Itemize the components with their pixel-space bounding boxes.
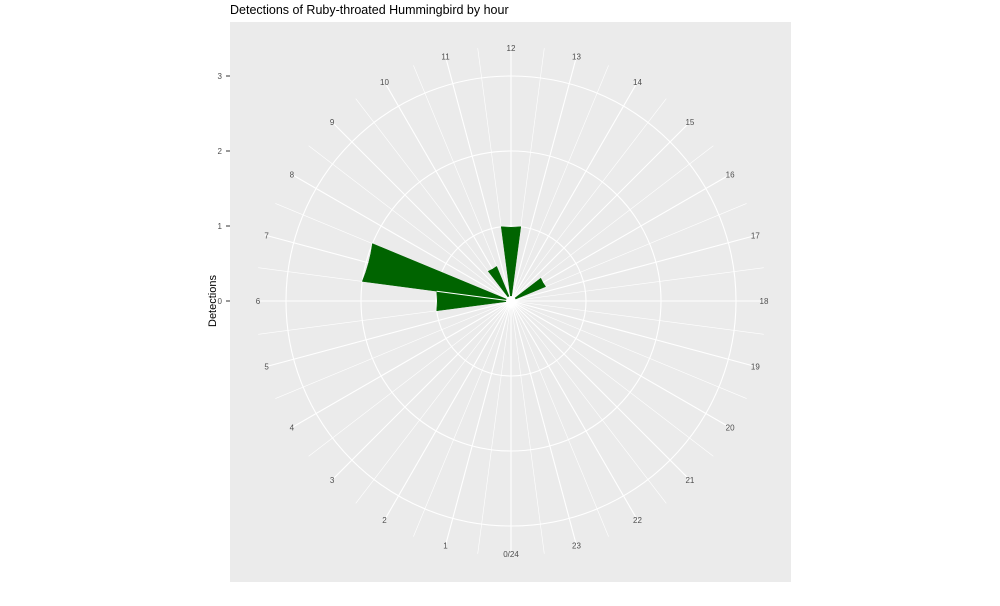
grid-circle bbox=[360, 150, 662, 452]
bar-wedge bbox=[510, 277, 547, 302]
minor-spoke bbox=[355, 300, 512, 504]
y-axis-title: Detections bbox=[207, 275, 219, 327]
hour-label: 14 bbox=[633, 78, 642, 87]
minor-spoke bbox=[510, 300, 714, 457]
minor-spoke bbox=[510, 98, 667, 302]
hour-label: 21 bbox=[685, 476, 694, 485]
center-dot bbox=[506, 296, 516, 306]
major-spoke bbox=[510, 300, 692, 482]
major-spoke bbox=[444, 300, 512, 548]
chart-title: Detections of Ruby-throated Hummingbird … bbox=[230, 3, 509, 17]
major-spoke bbox=[330, 300, 512, 482]
minor-spoke bbox=[510, 300, 609, 537]
bar-wedge bbox=[361, 243, 512, 302]
major-spoke bbox=[289, 173, 512, 302]
hour-label: 11 bbox=[441, 53, 450, 62]
major-spoke bbox=[510, 79, 639, 302]
minor-spoke bbox=[477, 300, 512, 554]
major-spoke bbox=[383, 300, 512, 523]
major-spoke bbox=[510, 300, 639, 523]
hour-label: 6 bbox=[256, 297, 261, 306]
major-spoke bbox=[289, 300, 512, 429]
major-spoke bbox=[510, 54, 578, 302]
minor-spoke bbox=[355, 98, 512, 302]
major-spoke bbox=[510, 234, 758, 302]
hour-label: 22 bbox=[633, 516, 642, 525]
minor-spoke bbox=[413, 300, 512, 537]
bar-separator bbox=[436, 290, 512, 302]
hour-label: 5 bbox=[264, 362, 269, 371]
minor-spoke bbox=[308, 300, 512, 457]
major-spoke bbox=[444, 54, 512, 302]
y-tick-label: 0 bbox=[218, 297, 223, 306]
grid-circle bbox=[285, 75, 737, 527]
y-tick-label: 3 bbox=[218, 72, 223, 81]
hour-label: 18 bbox=[760, 297, 769, 306]
minor-spoke bbox=[510, 300, 545, 554]
bar-wedge bbox=[487, 265, 512, 302]
minor-spoke bbox=[413, 65, 512, 302]
hour-label: 20 bbox=[726, 424, 735, 433]
major-spoke bbox=[510, 300, 578, 548]
hour-label: 9 bbox=[330, 118, 335, 127]
major-spoke bbox=[383, 79, 512, 302]
minor-spoke bbox=[510, 145, 714, 302]
hour-label: 8 bbox=[290, 171, 295, 180]
major-spoke bbox=[510, 120, 692, 302]
hour-label: 12 bbox=[507, 44, 516, 53]
hour-label: 23 bbox=[572, 541, 581, 550]
minor-spoke bbox=[510, 267, 764, 302]
hour-label: 16 bbox=[726, 171, 735, 180]
hour-label: 7 bbox=[264, 232, 269, 241]
hour-label: 19 bbox=[751, 362, 760, 371]
major-spoke bbox=[510, 173, 733, 302]
hour-label: 10 bbox=[380, 78, 389, 87]
bar-wedge bbox=[500, 226, 522, 302]
major-spoke bbox=[264, 300, 512, 368]
y-tick-label: 2 bbox=[218, 147, 223, 156]
minor-spoke bbox=[510, 300, 747, 399]
hour-label: 15 bbox=[685, 118, 694, 127]
minor-spoke bbox=[308, 145, 512, 302]
minor-spoke bbox=[510, 300, 764, 335]
minor-spoke bbox=[510, 300, 667, 504]
hour-label: 4 bbox=[290, 424, 295, 433]
hour-label: 0/24 bbox=[503, 550, 519, 559]
hour-label: 3 bbox=[330, 476, 335, 485]
minor-spoke bbox=[510, 65, 609, 302]
hour-label: 13 bbox=[572, 53, 581, 62]
hour-label: 2 bbox=[382, 516, 387, 525]
hour-label: 1 bbox=[443, 541, 448, 550]
minor-spoke bbox=[275, 300, 512, 399]
minor-spoke bbox=[510, 203, 747, 302]
y-tick-label: 1 bbox=[218, 222, 223, 231]
hour-label: 17 bbox=[751, 232, 760, 241]
major-spoke bbox=[510, 300, 733, 429]
major-spoke bbox=[510, 300, 758, 368]
grid-circle bbox=[435, 225, 587, 377]
major-spoke bbox=[330, 120, 512, 302]
